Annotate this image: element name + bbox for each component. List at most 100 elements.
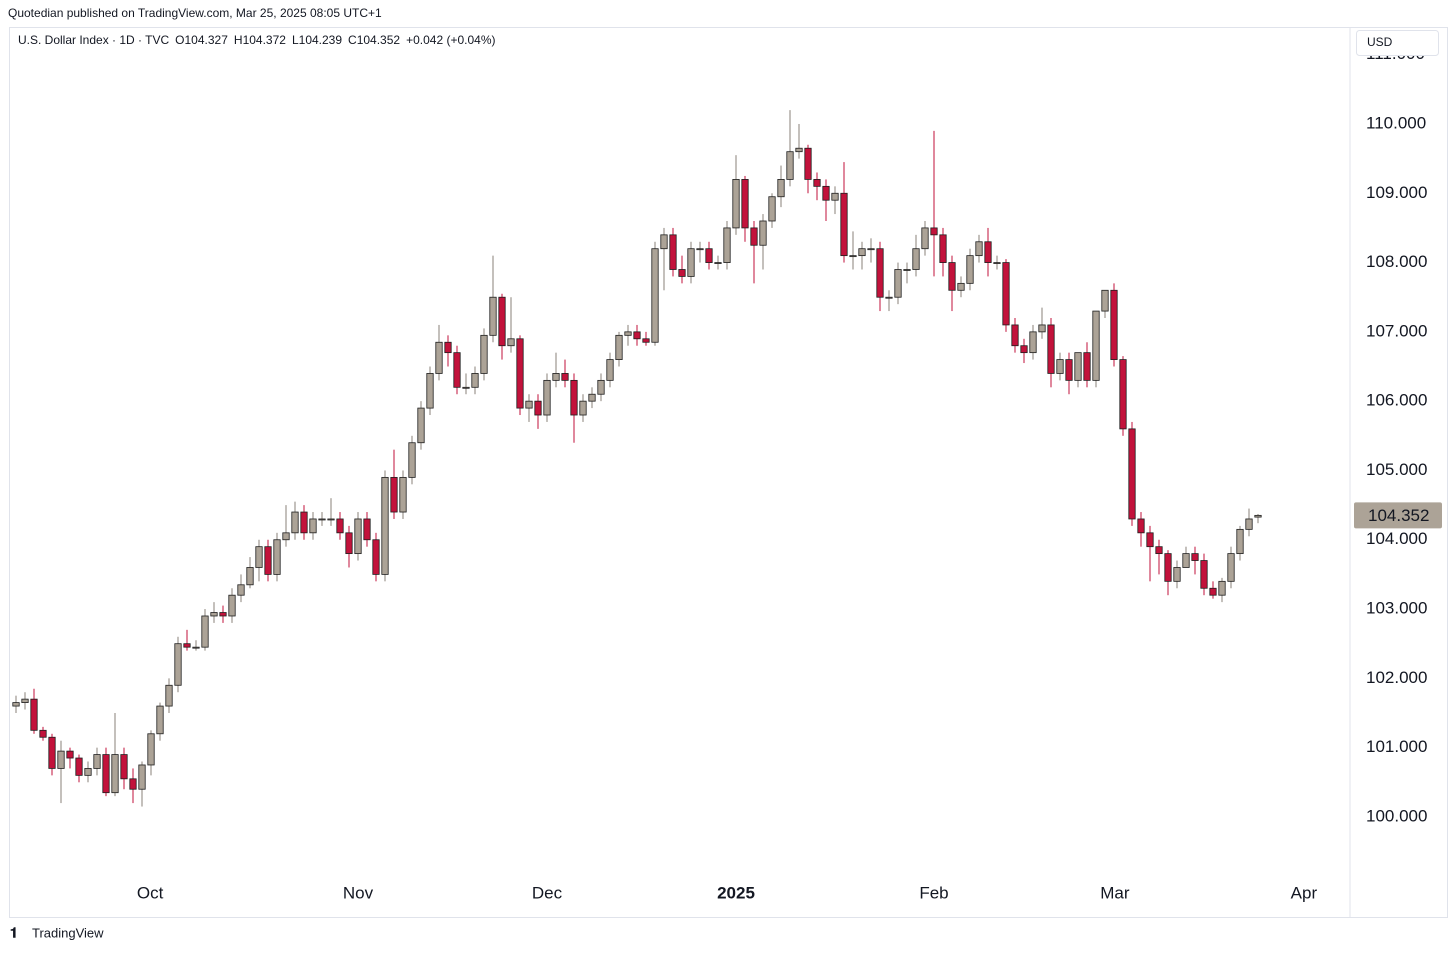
chart-frame bbox=[9, 27, 1448, 918]
candle-body bbox=[894, 269, 902, 298]
candle-body bbox=[1011, 324, 1019, 347]
candle-body bbox=[381, 476, 389, 575]
candle-body bbox=[336, 518, 344, 534]
candle-body bbox=[741, 179, 749, 229]
currency-box[interactable]: USD bbox=[1356, 30, 1439, 56]
candle-body bbox=[111, 754, 119, 794]
candle-body bbox=[543, 379, 551, 416]
candle-body bbox=[885, 296, 893, 299]
candle-body bbox=[660, 234, 668, 250]
candle-body bbox=[1101, 289, 1109, 312]
candle-body bbox=[849, 255, 857, 258]
candle-body bbox=[1065, 359, 1073, 381]
candle-body bbox=[1119, 359, 1127, 430]
candle-body bbox=[930, 227, 938, 236]
candle-body bbox=[732, 179, 740, 229]
candle-body bbox=[840, 192, 848, 257]
candle-body bbox=[462, 386, 470, 389]
brand-name: TradingView bbox=[32, 925, 104, 940]
candle-body bbox=[696, 248, 704, 251]
candle-body bbox=[327, 518, 335, 521]
candle-body bbox=[912, 248, 920, 270]
candle-body bbox=[507, 338, 515, 347]
x-tick-label: Oct bbox=[137, 883, 164, 902]
candle-body bbox=[291, 511, 299, 534]
candle-body bbox=[345, 532, 353, 555]
candle-body bbox=[903, 269, 911, 271]
publisher-line: Quotedian published on TradingView.com, … bbox=[8, 6, 382, 20]
y-tick-label: 106.000 bbox=[1366, 391, 1427, 410]
candle-body bbox=[498, 296, 506, 347]
candle-body bbox=[975, 241, 983, 257]
candle-body bbox=[777, 179, 785, 198]
ohlc-value: 104.372 bbox=[243, 33, 287, 47]
candle-body bbox=[795, 147, 803, 153]
candle-body bbox=[723, 227, 731, 263]
candle-body bbox=[201, 615, 209, 648]
currency-label: USD bbox=[1367, 35, 1393, 49]
candle-body bbox=[408, 442, 416, 478]
x-tick-label: Mar bbox=[1100, 883, 1130, 902]
candle-body bbox=[1110, 289, 1118, 360]
candle-body bbox=[1218, 580, 1226, 596]
candle-body bbox=[282, 532, 290, 541]
candle-body bbox=[21, 698, 29, 704]
candle-body bbox=[147, 733, 155, 766]
candle-body bbox=[399, 476, 407, 513]
candle-body bbox=[1155, 546, 1163, 555]
candle-body bbox=[948, 262, 956, 291]
y-tick-label: 101.000 bbox=[1366, 737, 1427, 756]
candle-body bbox=[561, 373, 569, 381]
x-tick-label: Dec bbox=[532, 883, 563, 902]
candle-body bbox=[966, 255, 974, 284]
candle-body bbox=[1020, 345, 1028, 354]
y-tick-label: 109.000 bbox=[1366, 183, 1427, 202]
candle-body bbox=[1047, 324, 1055, 374]
candle-body bbox=[822, 185, 830, 201]
x-tick-label: Apr bbox=[1291, 883, 1318, 902]
candle-body bbox=[1137, 518, 1145, 534]
candle-body bbox=[1227, 553, 1235, 582]
last-price-label: 104.352 bbox=[1368, 506, 1429, 525]
candle-body bbox=[876, 248, 884, 298]
candle-body bbox=[1083, 352, 1091, 381]
candle-body bbox=[318, 518, 326, 521]
y-tick-label: 103.000 bbox=[1366, 599, 1427, 618]
ohlc-key: L bbox=[292, 33, 299, 47]
currency-box-frame bbox=[1356, 30, 1439, 56]
candle-body bbox=[867, 248, 875, 251]
candle-body bbox=[939, 234, 947, 263]
candle-body bbox=[525, 400, 533, 409]
candle-body bbox=[1146, 532, 1154, 548]
candle-body bbox=[174, 643, 182, 686]
candle-body bbox=[237, 584, 245, 596]
candle-body bbox=[1074, 352, 1082, 381]
candle-body bbox=[489, 296, 497, 336]
candle-body bbox=[1092, 310, 1100, 381]
candle-body bbox=[1182, 553, 1190, 568]
y-tick-label: 110.000 bbox=[1366, 113, 1426, 132]
candle-body bbox=[1191, 553, 1199, 561]
last-price-box bbox=[1354, 502, 1442, 529]
brand-logo: 𝟏 bbox=[10, 925, 18, 941]
candle-body bbox=[534, 400, 542, 416]
candle-body bbox=[264, 546, 272, 575]
candle-body bbox=[84, 768, 92, 776]
candle-body bbox=[219, 612, 227, 617]
candle-body bbox=[363, 518, 371, 541]
candle-body bbox=[372, 539, 380, 575]
candle-body bbox=[471, 373, 479, 388]
ohlc-key: H bbox=[234, 33, 243, 47]
candle-body bbox=[435, 341, 443, 374]
candle-body bbox=[651, 248, 659, 343]
candle-body bbox=[390, 476, 398, 513]
candle-body bbox=[210, 612, 218, 617]
candle-body bbox=[813, 179, 821, 187]
y-tick-label: 107.000 bbox=[1366, 321, 1427, 340]
candle-body bbox=[1056, 359, 1064, 374]
candle-body bbox=[246, 567, 254, 586]
y-tick-label: 108.000 bbox=[1366, 252, 1427, 271]
candle-body bbox=[759, 220, 767, 246]
candle-body bbox=[93, 754, 101, 769]
